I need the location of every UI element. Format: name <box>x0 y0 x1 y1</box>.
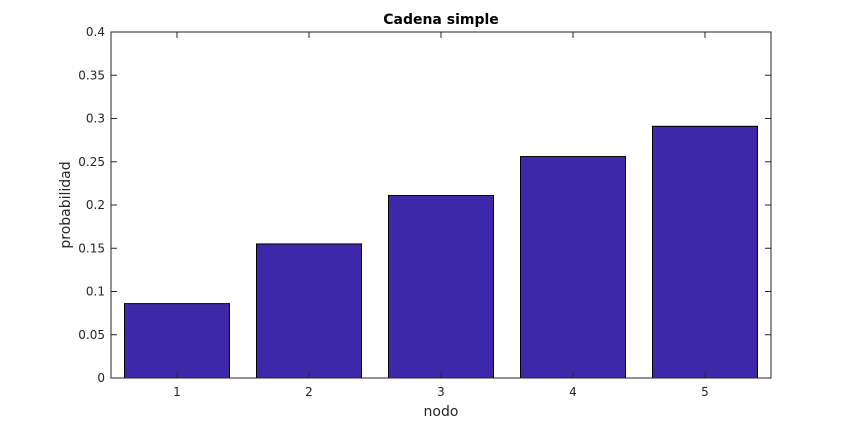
bar-4 <box>520 156 626 379</box>
ticks-group: 1 2 3 4 5 0 0.05 0.1 0.15 0.2 0.25 0.3 0.35 0.4 <box>78 25 771 399</box>
y-tick-label-0: 0 <box>97 371 105 385</box>
y-tick-label-5: 0.25 <box>78 155 105 169</box>
y-tick-label-7: 0.35 <box>78 68 105 82</box>
y-tick-label-3: 0.15 <box>78 241 105 255</box>
y-axis-title: probabilidad <box>58 161 74 248</box>
x-tick-label-2: 2 <box>305 385 313 399</box>
x-axis-title: nodo <box>424 404 459 420</box>
bar-1 <box>124 303 230 379</box>
bar-5 <box>652 125 758 379</box>
bars-group <box>124 125 758 379</box>
bar-3 <box>388 194 494 379</box>
y-tick-label-1: 0.05 <box>78 328 105 342</box>
chart-title: Cadena simple <box>383 12 499 28</box>
y-tick-label-4: 0.2 <box>86 198 105 212</box>
x-tick-label-4: 4 <box>569 385 577 399</box>
y-tick-label-6: 0.3 <box>86 112 105 126</box>
plot-frame <box>110 31 772 379</box>
y-tick-label-8: 0.4 <box>86 25 105 39</box>
x-tick-label-5: 5 <box>701 385 709 399</box>
bar-2 <box>256 243 362 379</box>
y-tick-label-2: 0.1 <box>86 285 105 299</box>
x-tick-label-3: 3 <box>437 385 445 399</box>
x-tick-label-1: 1 <box>173 385 181 399</box>
